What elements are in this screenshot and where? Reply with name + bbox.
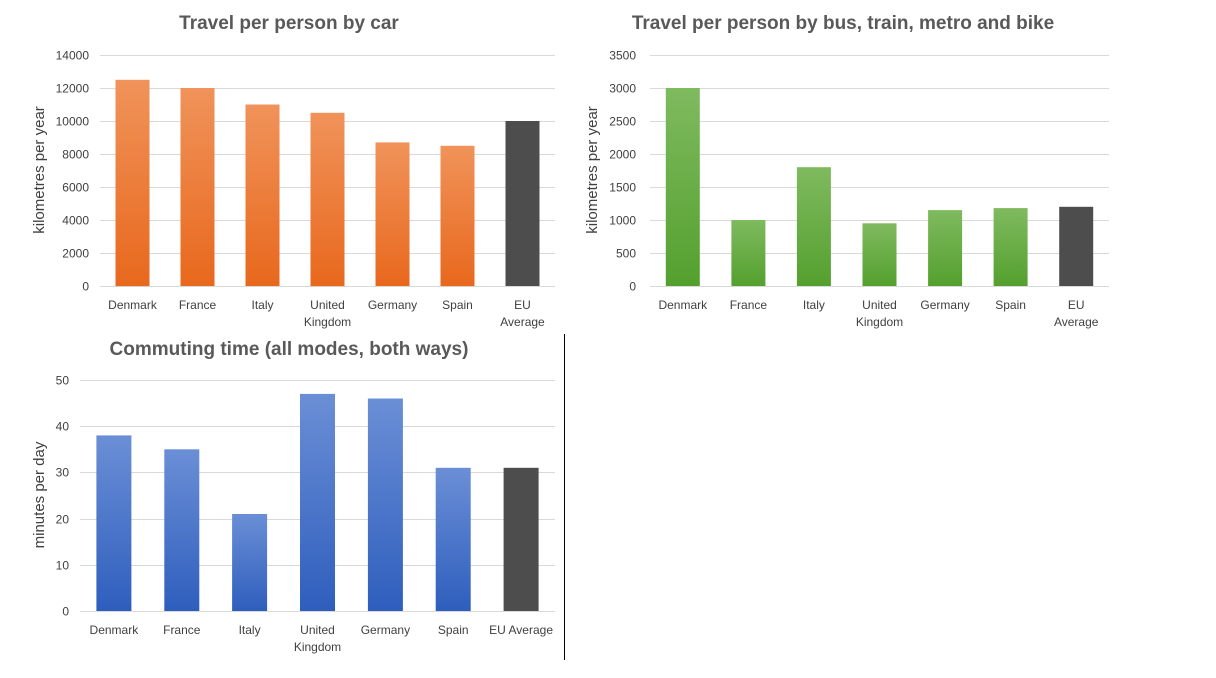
y-tick-label: 8000 [62, 148, 89, 162]
x-tick-label: Spain [438, 623, 469, 637]
x-tick-label: Denmark [658, 298, 708, 312]
y-tick-label: 6000 [62, 181, 89, 195]
y-tick-label: 3500 [609, 49, 636, 63]
chart-title: Travel per person by bus, train, metro a… [632, 13, 1054, 34]
y-tick-label: 4000 [62, 214, 89, 228]
bar-spain [435, 467, 471, 611]
x-tick-label: EU Average [500, 298, 545, 329]
bar-united-kingdom [862, 223, 897, 286]
x-tick-label: France [163, 623, 201, 637]
bar-italy [796, 167, 831, 286]
bar-france [164, 449, 200, 611]
bar-france [731, 220, 766, 286]
y-tick-label: 2000 [609, 148, 636, 162]
x-tick-label: France [179, 298, 217, 312]
y-axis-label: minutes per day [31, 441, 48, 548]
y-axis-label: kilometres per year [584, 106, 601, 234]
bar-eu-average [505, 121, 540, 286]
x-tick-label: United Kingdom [856, 298, 903, 329]
y-tick-label: 500 [616, 247, 636, 261]
y-tick-label: 40 [56, 420, 70, 434]
x-tick-label: Italy [251, 298, 273, 312]
bar-spain [440, 145, 475, 287]
chart-title: Commuting time (all modes, both ways) [110, 339, 469, 360]
commuting-time-chart: Commuting time (all modes, both ways) mi… [31, 339, 555, 654]
bar-united-kingdom [310, 112, 345, 287]
bar-eu-average [503, 467, 539, 611]
bar-denmark [115, 79, 150, 287]
y-tick-label: 20 [56, 513, 70, 527]
y-tick-label: 10 [56, 559, 70, 573]
bar-denmark [665, 88, 700, 286]
y-tick-label: 0 [629, 280, 636, 294]
x-tick-label: Italy [803, 298, 825, 312]
x-tick-label: EU Average [489, 623, 553, 637]
y-tick-label: 2500 [609, 115, 636, 129]
x-tick-label: Denmark [108, 298, 158, 312]
chart-title: Travel per person by car [179, 13, 399, 34]
x-tick-label: Germany [920, 298, 969, 312]
x-tick-label: Spain [995, 298, 1026, 312]
y-tick-label: 10000 [56, 115, 90, 129]
bar-germany [928, 210, 963, 286]
x-tick-label: Spain [442, 298, 473, 312]
bar-italy [245, 104, 280, 286]
bar-france [180, 88, 215, 286]
bar-germany [375, 142, 410, 286]
y-tick-label: 12000 [56, 82, 90, 96]
y-tick-label: 0 [82, 280, 89, 294]
y-tick-label: 1500 [609, 181, 636, 195]
x-tick-label: Italy [239, 623, 261, 637]
y-tick-label: 3000 [609, 82, 636, 96]
bar-denmark [96, 435, 132, 611]
bar-spain [993, 208, 1028, 286]
bar-italy [232, 514, 268, 611]
y-tick-label: 1000 [609, 214, 636, 228]
transit-travel-chart: Travel per person by bus, train, metro a… [584, 13, 1109, 329]
x-tick-label: EU Average [1054, 298, 1099, 329]
y-tick-label: 0 [62, 605, 69, 619]
car-travel-chart: Travel per person by car kilometres per … [31, 13, 555, 329]
x-tick-label: Denmark [90, 623, 140, 637]
y-tick-label: 2000 [62, 247, 89, 261]
bar-eu-average [1059, 206, 1094, 286]
bar-germany [367, 398, 403, 611]
y-tick-label: 50 [56, 374, 70, 388]
x-tick-label: United Kingdom [294, 623, 341, 654]
x-tick-label: Germany [361, 623, 410, 637]
y-axis-label: kilometres per year [31, 106, 48, 234]
bar-united-kingdom [300, 393, 335, 611]
y-tick-label: 14000 [56, 49, 90, 63]
x-tick-label: Germany [368, 298, 417, 312]
y-tick-label: 30 [56, 466, 70, 480]
x-tick-label: France [730, 298, 768, 312]
x-tick-label: United Kingdom [304, 298, 351, 329]
